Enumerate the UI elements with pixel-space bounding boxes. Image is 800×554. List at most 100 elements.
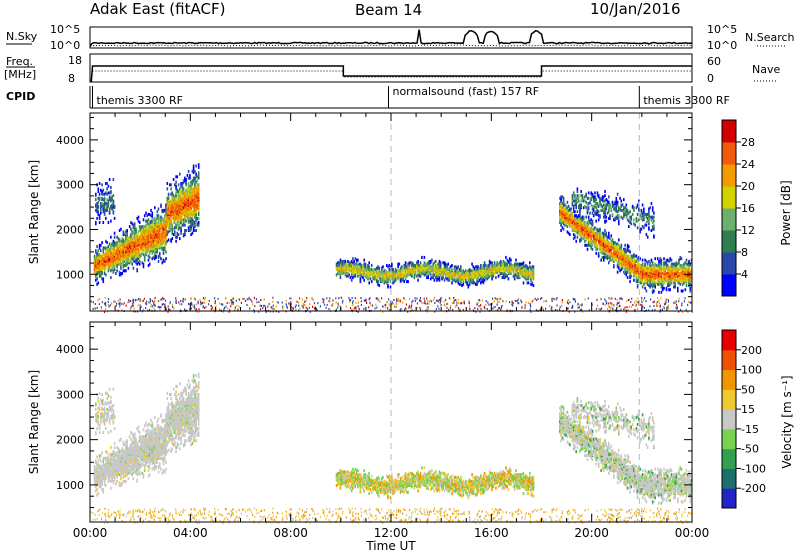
- echo-cell: [148, 229, 151, 232]
- echo-cell: [601, 207, 604, 211]
- echo-cell: [180, 300, 182, 303]
- echo-cell: [619, 246, 621, 250]
- echo-cell: [660, 258, 663, 262]
- echo-cell: [105, 202, 107, 206]
- echo-cell: [654, 266, 656, 270]
- echo-cell: [148, 231, 151, 235]
- echo-cell: [620, 208, 623, 212]
- echo-cell: [507, 265, 510, 269]
- echo-cell: [131, 249, 133, 253]
- echo-cell: [195, 218, 197, 222]
- echo-cell: [575, 219, 577, 223]
- echo-cell: [604, 199, 606, 203]
- echo-cell: [689, 262, 692, 266]
- echo-cell: [591, 211, 594, 215]
- echo-cell: [615, 202, 618, 206]
- echo-cell: [518, 262, 521, 266]
- echo-cell: [467, 269, 470, 273]
- echo-cell: [580, 219, 582, 223]
- echo-cell: [462, 301, 464, 304]
- echo-cell: [434, 259, 437, 263]
- echo-cell: [587, 191, 590, 195]
- echo-cell: [171, 230, 174, 234]
- echo-cell: [148, 237, 151, 241]
- echo-cell: [630, 254, 633, 258]
- echo-cell: [392, 281, 394, 285]
- echo-cell: [167, 196, 170, 200]
- echo-cell: [359, 262, 362, 266]
- echo-cell: [665, 264, 668, 267]
- freq-left-tick-top: 18: [68, 54, 82, 67]
- cpid-label: CPID: [6, 90, 35, 103]
- echo-cell: [118, 262, 121, 266]
- echo-cell: [362, 266, 364, 270]
- freq-label-line2: [MHz]: [4, 68, 36, 81]
- echo-cell: [389, 309, 391, 312]
- echo-cell: [97, 210, 100, 214]
- echo-cell: [101, 254, 103, 258]
- echo-cell: [515, 273, 517, 277]
- echo-cell: [467, 278, 470, 282]
- echo-cell: [359, 277, 362, 281]
- echo-cell: [610, 258, 613, 262]
- echo-cell: [176, 175, 179, 179]
- echo-cell: [152, 226, 155, 230]
- echo-cell: [180, 190, 182, 193]
- echo-cell: [369, 268, 372, 271]
- echo-cell: [516, 269, 518, 273]
- nsky-trace: [89, 29, 693, 47]
- echo-cell: [171, 303, 173, 306]
- echo-cell: [653, 264, 655, 267]
- echo-cell: [594, 245, 596, 249]
- echo-cell: [111, 302, 113, 305]
- echo-cell: [197, 221, 200, 224]
- echo-cell: [112, 178, 115, 181]
- echo-cell: [102, 207, 105, 211]
- echo-cell: [96, 202, 98, 206]
- echo-cell: [618, 238, 620, 242]
- echo-cell: [96, 216, 98, 220]
- echo-cell: [143, 225, 146, 228]
- echo-cell: [661, 288, 664, 292]
- echo-cell: [127, 266, 130, 270]
- echo-cell: [352, 265, 354, 269]
- echo-cell: [145, 249, 147, 253]
- echo-cell: [674, 262, 676, 266]
- echo-cell: [678, 310, 680, 313]
- echo-cell: [461, 270, 463, 274]
- echo-cell: [103, 199, 106, 203]
- echo-cell: [668, 259, 670, 263]
- echo-cell: [654, 262, 656, 266]
- echo-cell: [180, 226, 182, 230]
- echo-cell: [448, 266, 451, 270]
- echo-cell: [182, 233, 185, 237]
- echo-cell: [357, 270, 359, 274]
- echo-cell: [157, 207, 160, 211]
- echo-cell: [408, 298, 411, 301]
- echo-cell: [670, 258, 673, 262]
- echo-cell: [673, 272, 675, 275]
- echo-cell: [640, 277, 643, 281]
- echo-cell: [102, 192, 105, 196]
- echo-cell: [122, 230, 125, 234]
- echo-cell: [103, 206, 106, 210]
- echo-cell: [443, 300, 445, 303]
- echo-cell: [605, 242, 608, 246]
- echo-cell: [126, 231, 128, 235]
- echo-cell: [645, 223, 648, 227]
- echo-cell: [409, 273, 412, 277]
- echo-cell: [674, 280, 676, 284]
- echo-cell: [587, 218, 590, 222]
- echo-cell: [152, 218, 155, 222]
- echo-cell: [596, 202, 599, 206]
- echo-cell: [180, 231, 182, 235]
- echo-cell: [621, 261, 624, 265]
- echo-cell: [567, 211, 570, 215]
- echo-cell: [439, 264, 442, 267]
- echo-cell: [302, 306, 304, 309]
- echo-cell: [140, 226, 142, 230]
- echo-cell: [98, 265, 101, 269]
- echo-cell: [635, 254, 638, 258]
- echo-cell: [590, 237, 592, 241]
- echo-cell: [635, 259, 638, 263]
